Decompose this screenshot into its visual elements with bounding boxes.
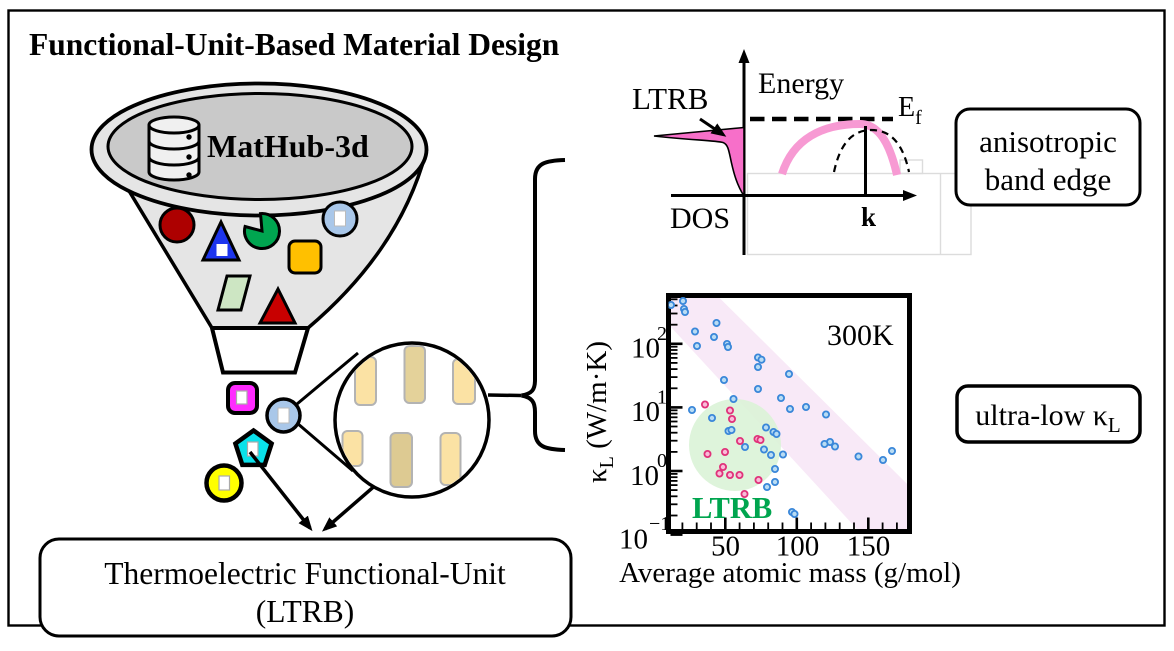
svg-text:10: 10 bbox=[631, 396, 660, 428]
svg-text:Average atomic mass (g/mol): Average atomic mass (g/mol) bbox=[619, 557, 961, 589]
svg-text:50: 50 bbox=[711, 531, 740, 563]
svg-text:100: 100 bbox=[776, 531, 820, 563]
svg-text:band edge: band edge bbox=[985, 162, 1112, 197]
svg-text:300K: 300K bbox=[827, 319, 894, 352]
svg-text:10: 10 bbox=[631, 333, 660, 365]
svg-text:Energy: Energy bbox=[758, 67, 844, 100]
svg-text:150: 150 bbox=[847, 531, 891, 563]
svg-text:−1: −1 bbox=[649, 513, 670, 535]
svg-text:10: 10 bbox=[630, 460, 659, 492]
svg-text:MatHub-3d: MatHub-3d bbox=[207, 128, 369, 164]
svg-text:0: 0 bbox=[657, 450, 667, 472]
svg-text:Thermoelectric Functional-Unit: Thermoelectric Functional-Unit bbox=[104, 556, 506, 591]
svg-text:κL (W/m·K): κL (W/m·K) bbox=[581, 341, 618, 483]
svg-text:1: 1 bbox=[657, 387, 667, 409]
svg-text:LTRB: LTRB bbox=[692, 491, 772, 525]
svg-text:2: 2 bbox=[657, 323, 667, 345]
svg-text:LTRB: LTRB bbox=[632, 81, 708, 116]
svg-text:(LTRB): (LTRB) bbox=[256, 594, 355, 629]
svg-text:10: 10 bbox=[619, 524, 648, 556]
svg-text:anisotropic: anisotropic bbox=[979, 124, 1117, 159]
svg-text:DOS: DOS bbox=[670, 202, 730, 235]
svg-text:Functional-Unit-Based Material: Functional-Unit-Based Material Design bbox=[29, 27, 560, 62]
svg-text:ultra-low κL: ultra-low κL bbox=[975, 399, 1120, 437]
svg-text:k: k bbox=[861, 202, 876, 232]
